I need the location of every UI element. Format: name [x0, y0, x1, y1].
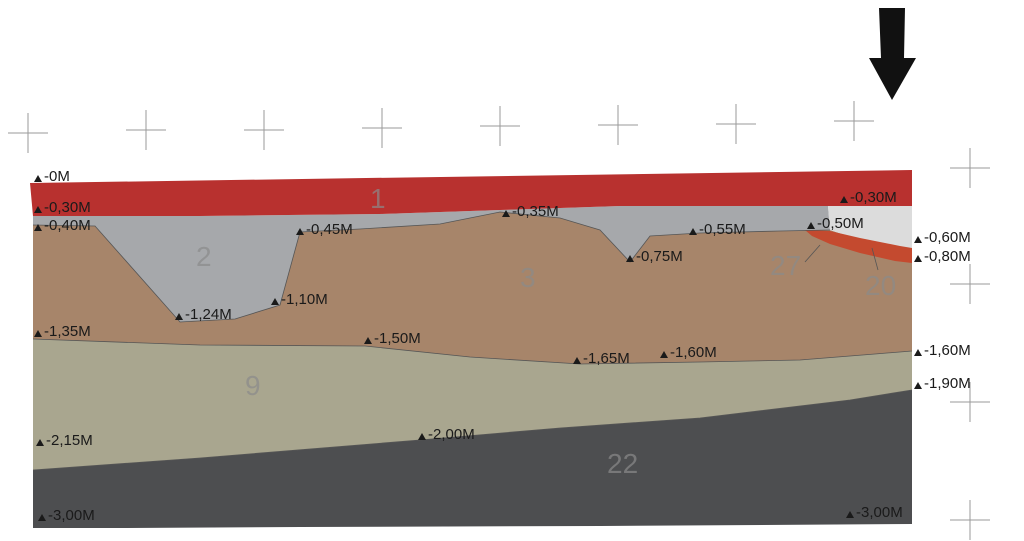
layer-number-9: 9 [245, 370, 261, 401]
layer-9 [33, 339, 912, 470]
elevation-label: -0,80M [924, 248, 971, 265]
grid-crosses [8, 101, 990, 540]
elevation-label: -3,00M [856, 504, 903, 521]
elevation-marker: -1,35M [34, 323, 91, 340]
elevation-marker: -1,65M [573, 350, 630, 367]
layer-number-22: 22 [607, 448, 638, 479]
layer-27 [805, 230, 912, 263]
elevation-marker: -0M [34, 168, 70, 185]
elevation-label: -1,24M [185, 306, 232, 323]
elevation-label: -0,75M [636, 248, 683, 265]
elevation-marker: -0,80M [914, 248, 971, 265]
elevation-label: -0,35M [512, 203, 559, 220]
elevation-marker: -0,40M [34, 217, 91, 234]
elevation-marker: -1,24M [175, 306, 232, 323]
elevation-label: -0,45M [306, 221, 353, 238]
elevation-marker: -3,00M [846, 504, 903, 521]
layer-number-1: 1 [370, 183, 386, 214]
elevation-marker: -2,15M [36, 432, 93, 449]
elevation-label: -1,10M [281, 291, 328, 308]
elevation-marker: -0,75M [626, 248, 683, 265]
elevation-label: -0M [44, 168, 70, 185]
elevation-label: -2,15M [46, 432, 93, 449]
layer-number-27: 27 [770, 250, 801, 281]
elevation-marker: -1,60M [914, 342, 971, 359]
elevation-marker: -1,10M [271, 291, 328, 308]
elevation-marker: -1,50M [364, 330, 421, 347]
elevation-label: -0,55M [699, 221, 746, 238]
elevation-label: -2,00M [428, 426, 475, 443]
elevation-markers: -0M -0,30M -0,40M -0,45M -0,35M -0,55M -… [34, 168, 971, 524]
elevation-label: -0,60M [924, 229, 971, 246]
elevation-label: -1,60M [670, 344, 717, 361]
elevation-marker: -3,00M [38, 507, 95, 524]
elevation-marker: -2,00M [418, 426, 475, 443]
elevation-label: -1,65M [583, 350, 630, 367]
layer-3 [33, 212, 912, 364]
elevation-label: -0,50M [817, 215, 864, 232]
elevation-marker: -0,35M [502, 203, 559, 220]
elevation-label: -1,60M [924, 342, 971, 359]
elevation-label: -1,50M [374, 330, 421, 347]
elevation-marker: -1,90M [914, 375, 971, 392]
layer-22 [33, 390, 912, 528]
elevation-marker: -0,55M [689, 221, 746, 238]
elevation-marker: -0,50M [807, 215, 864, 232]
down-arrow-icon [869, 8, 916, 100]
elevation-label: -0,40M [44, 217, 91, 234]
layer-1 [30, 170, 912, 216]
elevation-marker: -1,60M [660, 344, 717, 361]
elevation-label: -0,30M [850, 189, 897, 206]
elevation-marker: -0,60M [914, 229, 971, 246]
elevation-label: -1,90M [924, 375, 971, 392]
elevation-label: -1,35M [44, 323, 91, 340]
elevation-marker: -0,45M [296, 221, 353, 238]
layer-20 [828, 206, 912, 256]
layer-number-3: 3 [520, 262, 536, 293]
layer-2 [33, 206, 830, 322]
layer-number-20: 20 [865, 270, 896, 301]
elevation-marker: -0,30M [34, 199, 91, 216]
elevation-label: -0,30M [44, 199, 91, 216]
elevation-label: -3,00M [48, 507, 95, 524]
elevation-marker: -0,30M [840, 189, 897, 206]
layer-number-2: 2 [196, 241, 212, 272]
